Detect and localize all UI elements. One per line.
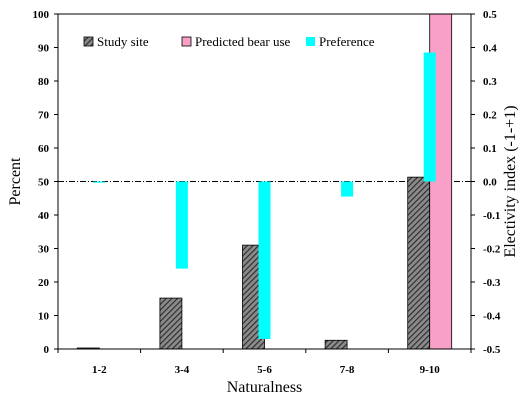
x-tick-label: 9-10 <box>420 364 441 376</box>
y-tick-label: 60 <box>38 143 50 155</box>
legend-label-study-site: Study site <box>97 34 149 49</box>
x-tick-label: 7-8 <box>340 364 355 376</box>
y2-tick-label: -0.1 <box>483 210 500 222</box>
y-tick-label: 20 <box>38 277 50 289</box>
bar-preference-5-6 <box>258 181 271 339</box>
y2-tick-label: -0.5 <box>483 344 501 356</box>
y2-tick-label: -0.3 <box>483 277 501 289</box>
bar-marks <box>76 13 453 350</box>
x-axis-title: Naturalness <box>227 379 303 396</box>
y2-tick-label: -0.2 <box>483 244 501 256</box>
y-tick-label: 50 <box>38 177 50 189</box>
y2-tick-label: -0.4 <box>483 311 501 323</box>
legend-label-preference: Preference <box>319 34 375 49</box>
y-tick-label: 0 <box>44 344 50 356</box>
y2-tick-label: 0.3 <box>483 76 497 88</box>
y-tick-label: 70 <box>38 110 50 122</box>
y2-axis-title: Electivity index (-1-+1) <box>502 105 519 257</box>
y2-tick-label: 0.0 <box>483 177 497 189</box>
y-tick-label: 40 <box>38 210 50 222</box>
legend-label-predicted-bear-use: Predicted bear use <box>195 34 291 49</box>
bar-study-site-9-10 <box>407 176 431 350</box>
bar-preference-9-10 <box>423 52 436 182</box>
y-tick-label: 30 <box>38 244 50 256</box>
legend: Study site Predicted bear use Preference <box>83 34 375 49</box>
y2-tick-label: 0.4 <box>483 43 497 55</box>
x-tick-label: 3-4 <box>175 364 190 376</box>
y-axis-title: Percent <box>7 157 24 206</box>
legend-swatch-preference <box>306 37 315 46</box>
bar-study-site-7-8 <box>324 339 348 350</box>
legend-swatch-predicted-bear-use <box>181 36 192 47</box>
bar-preference-1-2 <box>93 181 106 183</box>
bar-study-site-3-4 <box>159 297 183 350</box>
y2-tick-label: 0.2 <box>483 110 497 122</box>
x-tick-label: 1-2 <box>92 364 107 376</box>
y2-tick-label: 0.5 <box>483 9 497 21</box>
bar-preference-3-4 <box>175 181 188 269</box>
y-tick-label: 80 <box>38 76 50 88</box>
y2-tick-label: 0.1 <box>483 143 497 155</box>
y-tick-label: 100 <box>33 9 50 21</box>
bar-preference-7-8 <box>341 181 354 197</box>
y-tick-label: 90 <box>38 43 50 55</box>
legend-swatch-study-site <box>83 36 94 47</box>
y-tick-label: 10 <box>38 311 50 323</box>
axes: 0 10 20 30 40 50 60 70 80 90 100 -0.5 -0.4 -0.3 -0.2 -0… <box>33 9 501 376</box>
x-tick-label: 5-6 <box>257 364 272 376</box>
